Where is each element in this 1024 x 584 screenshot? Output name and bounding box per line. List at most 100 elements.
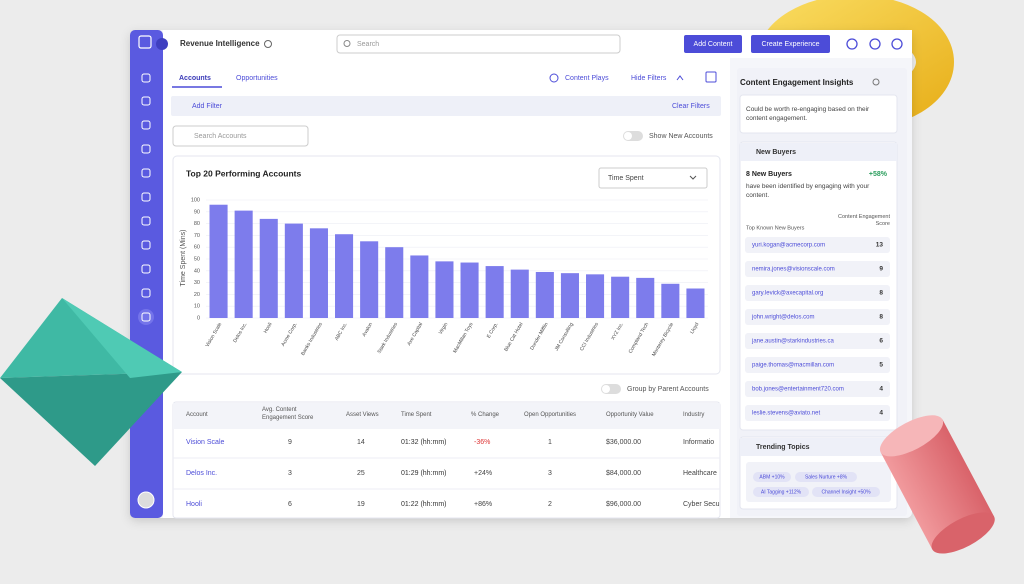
column-header-box: Opportunity Value [606,412,654,418]
settings-icon [264,40,272,48]
y-tick-label: 40 [194,268,200,274]
buyer-score: 8 [879,290,883,297]
card-title: New Buyers [756,149,796,156]
y-tick-label: 10 [194,304,200,310]
table-cell: 19 [357,501,365,508]
buyer-row[interactable] [745,357,890,373]
y-tick-label: 60 [194,245,200,251]
nav-icon[interactable] [141,264,151,274]
nav-icon[interactable] [141,168,151,178]
column-header-box: Industry [683,412,704,418]
bar [259,218,278,318]
column-header-box: Account [186,412,208,418]
nav-icon[interactable] [141,312,151,322]
topic: AI Tagging +112% [761,489,802,495]
toolbar-icon[interactable] [869,38,881,50]
column-header: Account [186,412,208,418]
collapse-button[interactable] [156,38,168,50]
table-cell: 14 [357,439,365,446]
column-header-box: % Change [471,412,499,418]
content: Revenue Intelligence Search Add Content Cre… [137,34,903,519]
topic-pill[interactable] [795,472,857,482]
nav-icon[interactable] [141,216,151,226]
buyer-row[interactable] [745,381,890,397]
tab: Accounts [179,75,211,82]
account-search[interactable] [172,125,309,147]
bar [686,288,705,318]
table-cell: +24% [474,470,492,477]
buyer-row[interactable] [745,309,890,325]
insight-note-box: Could be worth re-engaging based on thei… [746,106,869,122]
buyer-change: +58% [869,171,888,178]
nav-icon[interactable] [141,144,151,154]
table-cell: +86% [474,501,492,508]
list-header: Top Known New Buyers [746,225,805,231]
y-tick-label: 50 [194,256,200,262]
table-cell: $84,000.00 [606,470,641,477]
nav-icon[interactable] [141,240,151,250]
buyer-row[interactable] [745,333,890,349]
button[interactable] [751,35,830,53]
buyer-count: 8 New Buyers [746,171,792,178]
buyer-score: 5 [879,362,883,369]
bar [309,228,328,318]
column-header: Asset Views [346,412,379,418]
nav-icon[interactable] [141,120,151,130]
buyer-row[interactable] [745,261,890,277]
topic: Sales Nurture +8% [805,474,848,480]
calendar-icon[interactable] [705,71,717,83]
nav-icon[interactable] [141,96,151,106]
nav-icon[interactable] [141,192,151,202]
buyer-email: nemira.jones@visionscale.com [752,267,835,273]
buyer-email: yuri.kogan@acmecorp.com [752,243,825,249]
y-tick-label: 100 [191,197,200,203]
buyer-email: gary.levick@axecapital.org [752,291,823,297]
avatar[interactable] [137,491,155,509]
buyer-email: john.wright@delos.com [751,315,814,321]
topic-pill[interactable] [753,487,809,497]
pyramid-face [0,372,182,466]
cylinder-top [879,415,944,457]
toolbar-icon[interactable] [846,38,858,50]
table-cell: 01:29 (hh:mm) [401,470,447,477]
buyer-description-box: have been identified by engaging with yo… [746,183,870,199]
pyramid-face [62,298,182,378]
column-header: Time Spent [401,412,432,418]
search-box[interactable] [336,34,621,54]
buyer-row[interactable] [745,285,890,301]
y-tick-label: 20 [194,292,200,298]
column-header-box: Open Opportunities [524,412,576,418]
table-cell: Healthcare [683,470,717,477]
topic-pill[interactable] [812,487,880,497]
table-cell: 25 [357,470,365,477]
metric-select-label: Time Spent [608,175,644,182]
buyer-email: jane.austin@starkindustries.ca [751,339,834,345]
bar [385,247,404,318]
bar [360,241,379,318]
table-cell: $36,000.00 [606,439,641,446]
buyer-row[interactable] [745,405,890,421]
buyer-row[interactable] [745,237,890,253]
bar [661,283,680,318]
buyer-score: 13 [876,242,884,249]
nav-icon[interactable] [141,73,151,83]
bar [485,266,504,318]
nav-icon[interactable] [141,288,151,298]
metric-select[interactable] [598,167,708,189]
search-placeholder: Search [357,41,379,48]
tab: Opportunities [236,75,278,82]
topic-pill[interactable] [753,472,791,482]
toolbar-icon[interactable] [891,38,903,50]
card-header [740,438,897,456]
buyer-description: have been identified by engaging with yo… [746,183,870,199]
button[interactable] [684,35,742,53]
buyer-email: leslie.stevens@aviato.net [752,411,820,417]
card-title: Trending Topics [756,444,810,451]
filter-button: Clear Filters [672,103,710,110]
table-cell: $96,000.00 [606,501,641,508]
account-link: Vision Scale [186,439,225,446]
panel-title: Content Engagement Insights [740,78,854,87]
bar [284,223,303,318]
